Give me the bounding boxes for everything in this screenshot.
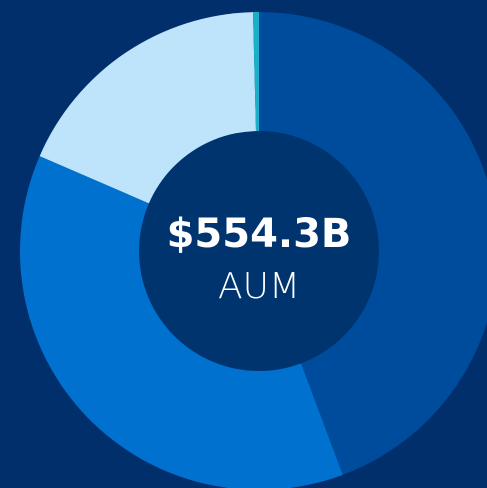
center-label: AUM: [218, 266, 300, 307]
donut-hole: [139, 131, 379, 371]
center-value: $554.3B: [167, 211, 352, 257]
